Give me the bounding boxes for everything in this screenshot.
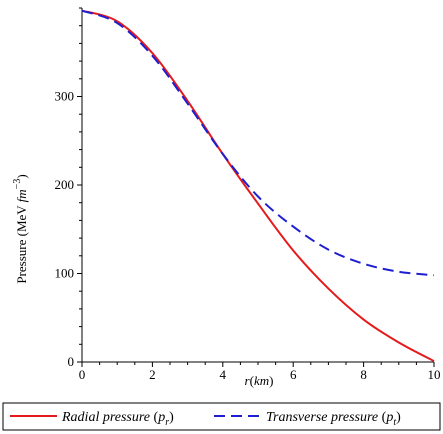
radial-pressure-line <box>81 9 435 362</box>
legend-radial-subscript: r <box>165 417 169 428</box>
legend-transverse-subscript: t <box>393 417 396 428</box>
y-tick-label: 0 <box>68 354 75 369</box>
legend-label-radial: Radial pressure (pr) <box>61 410 174 428</box>
x-axis-label: r(km) <box>245 373 274 388</box>
y-tick-label: 300 <box>55 89 75 104</box>
y-axis-label: Pressure (MeV fm−3) <box>12 174 29 283</box>
legend-label-transverse: Transverse pressure (pt) <box>266 410 401 428</box>
x-tick-label: 4 <box>220 367 227 382</box>
x-tick-label: 10 <box>428 367 441 382</box>
x-axis-label-paren-close: ) <box>269 373 273 388</box>
x-axis-label-paren-open: ( <box>250 373 254 388</box>
x-tick-label: 6 <box>290 367 297 382</box>
legend-transverse-paren-open: ( <box>382 410 387 425</box>
y-axis-label-paren: ) <box>14 174 29 178</box>
y-tick-label: 200 <box>55 177 75 192</box>
legend-radial-paren-open: ( <box>154 410 159 425</box>
series-lines <box>81 9 435 362</box>
legend-transverse-paren-close: ) <box>396 410 401 425</box>
legend: Radial pressure (pr) Transverse pressure… <box>2 402 441 431</box>
x-axis-label-r: r <box>245 373 251 388</box>
x-tick-label: 8 <box>360 367 367 382</box>
legend-radial-paren-close: ) <box>169 410 174 425</box>
x-tick-label: 0 <box>79 367 86 382</box>
y-axis-label-exponent: −3 <box>12 179 23 190</box>
y-tick-label: 100 <box>55 266 75 281</box>
x-axis-label-unit: km <box>254 373 269 388</box>
transverse-pressure-line <box>81 9 435 277</box>
x-tick-label: 2 <box>149 367 156 382</box>
y-axis-label-unit: fm <box>14 189 29 202</box>
axes <box>81 8 434 363</box>
